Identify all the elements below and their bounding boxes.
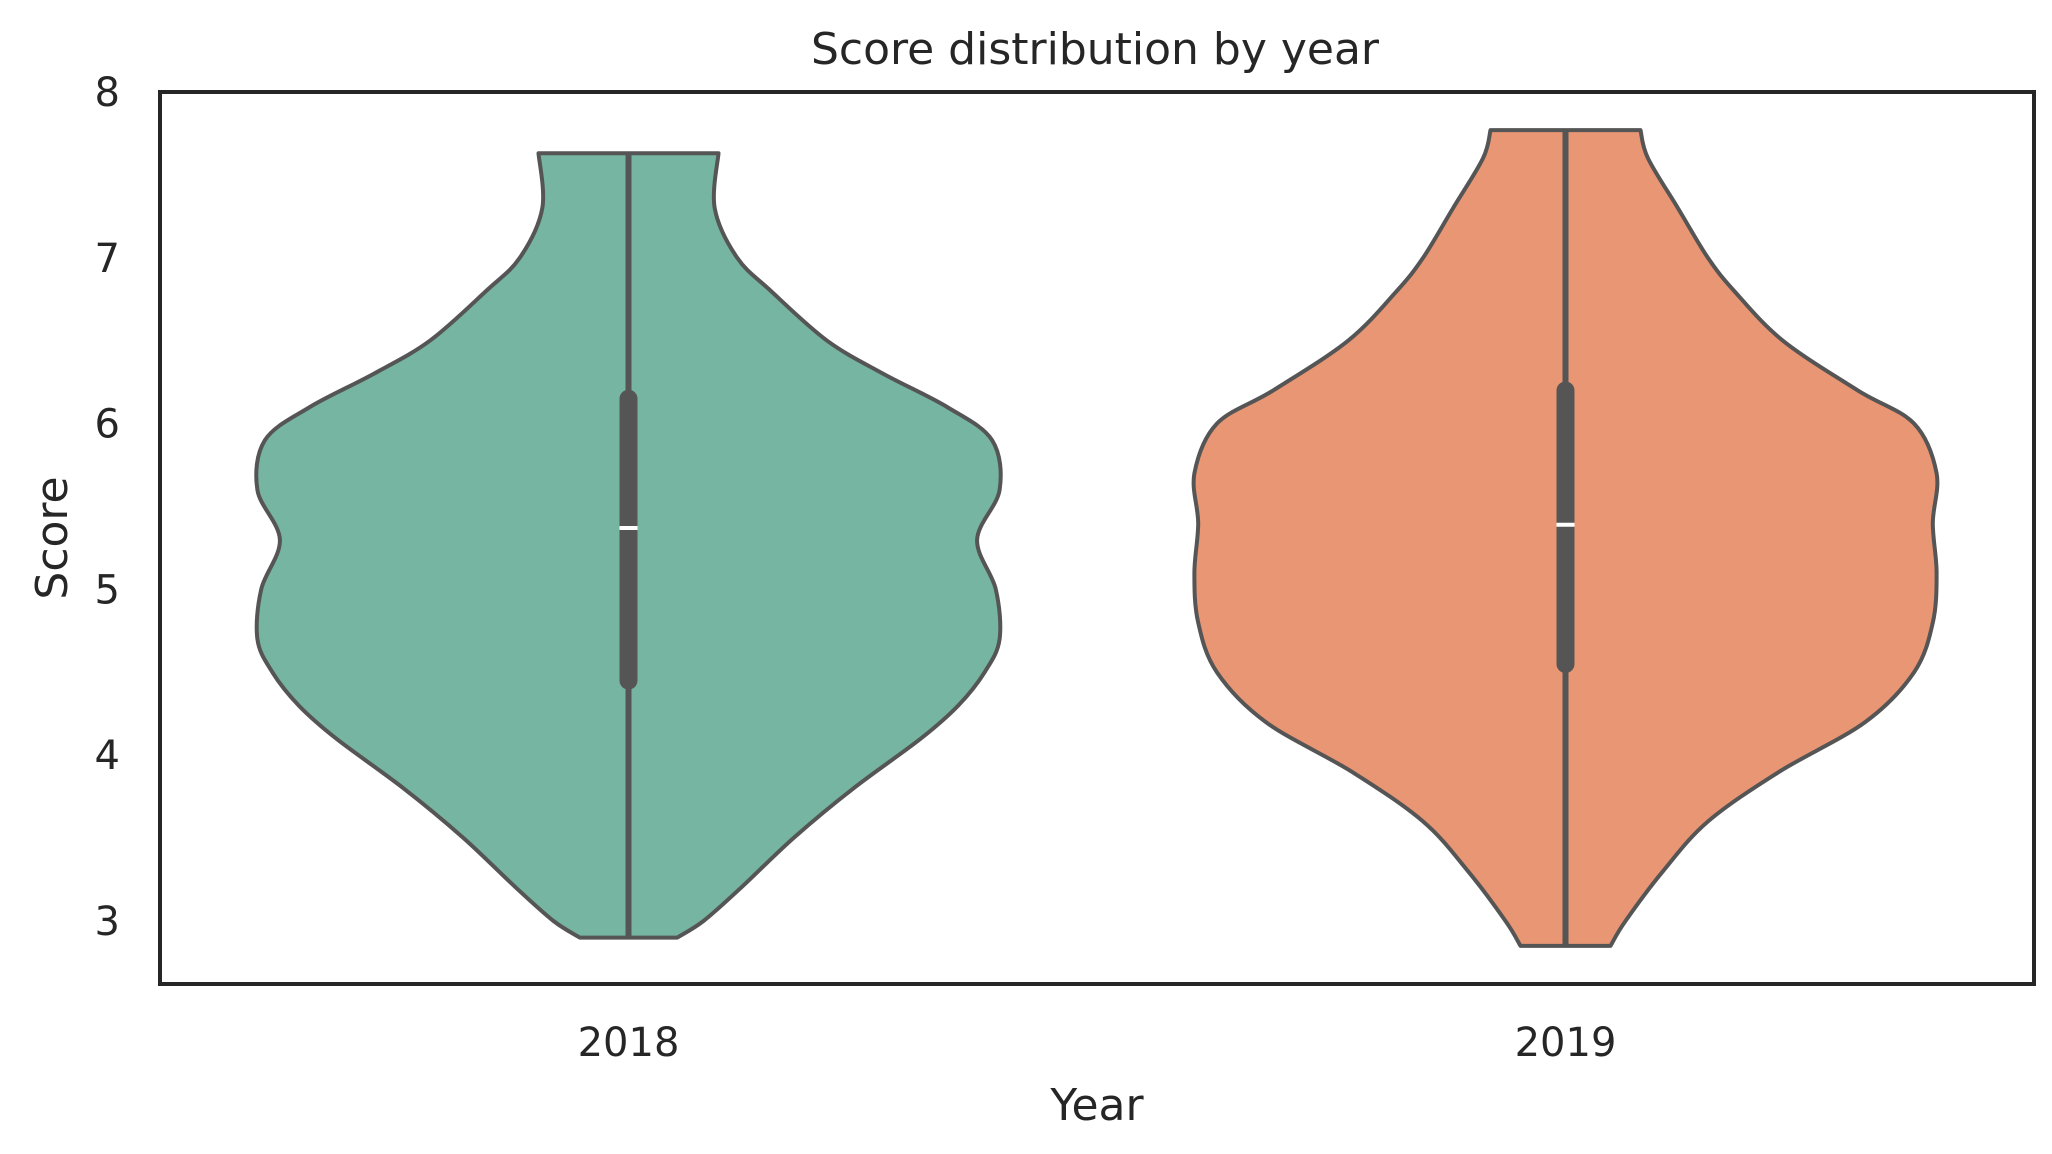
y-axis-title: Score <box>27 476 78 599</box>
y-tick-label: 7 <box>95 236 120 282</box>
y-tick-label: 5 <box>95 567 120 613</box>
chart-title: Score distribution by year <box>811 24 1380 75</box>
y-tick-label: 4 <box>95 733 120 779</box>
plot-frame <box>158 90 2036 986</box>
y-tick-labels: 3 4 5 6 7 8 <box>95 70 120 945</box>
y-tick-label: 3 <box>95 899 120 945</box>
violin-group <box>254 128 1940 948</box>
x-tick-label: 2019 <box>1515 1020 1617 1066</box>
y-tick-label: 6 <box>95 402 120 448</box>
x-axis-title: Year <box>1049 1080 1144 1131</box>
x-tick-labels: 2018 2019 <box>578 1020 1617 1066</box>
y-tick-label: 8 <box>95 70 120 116</box>
x-tick-label: 2018 <box>578 1020 680 1066</box>
